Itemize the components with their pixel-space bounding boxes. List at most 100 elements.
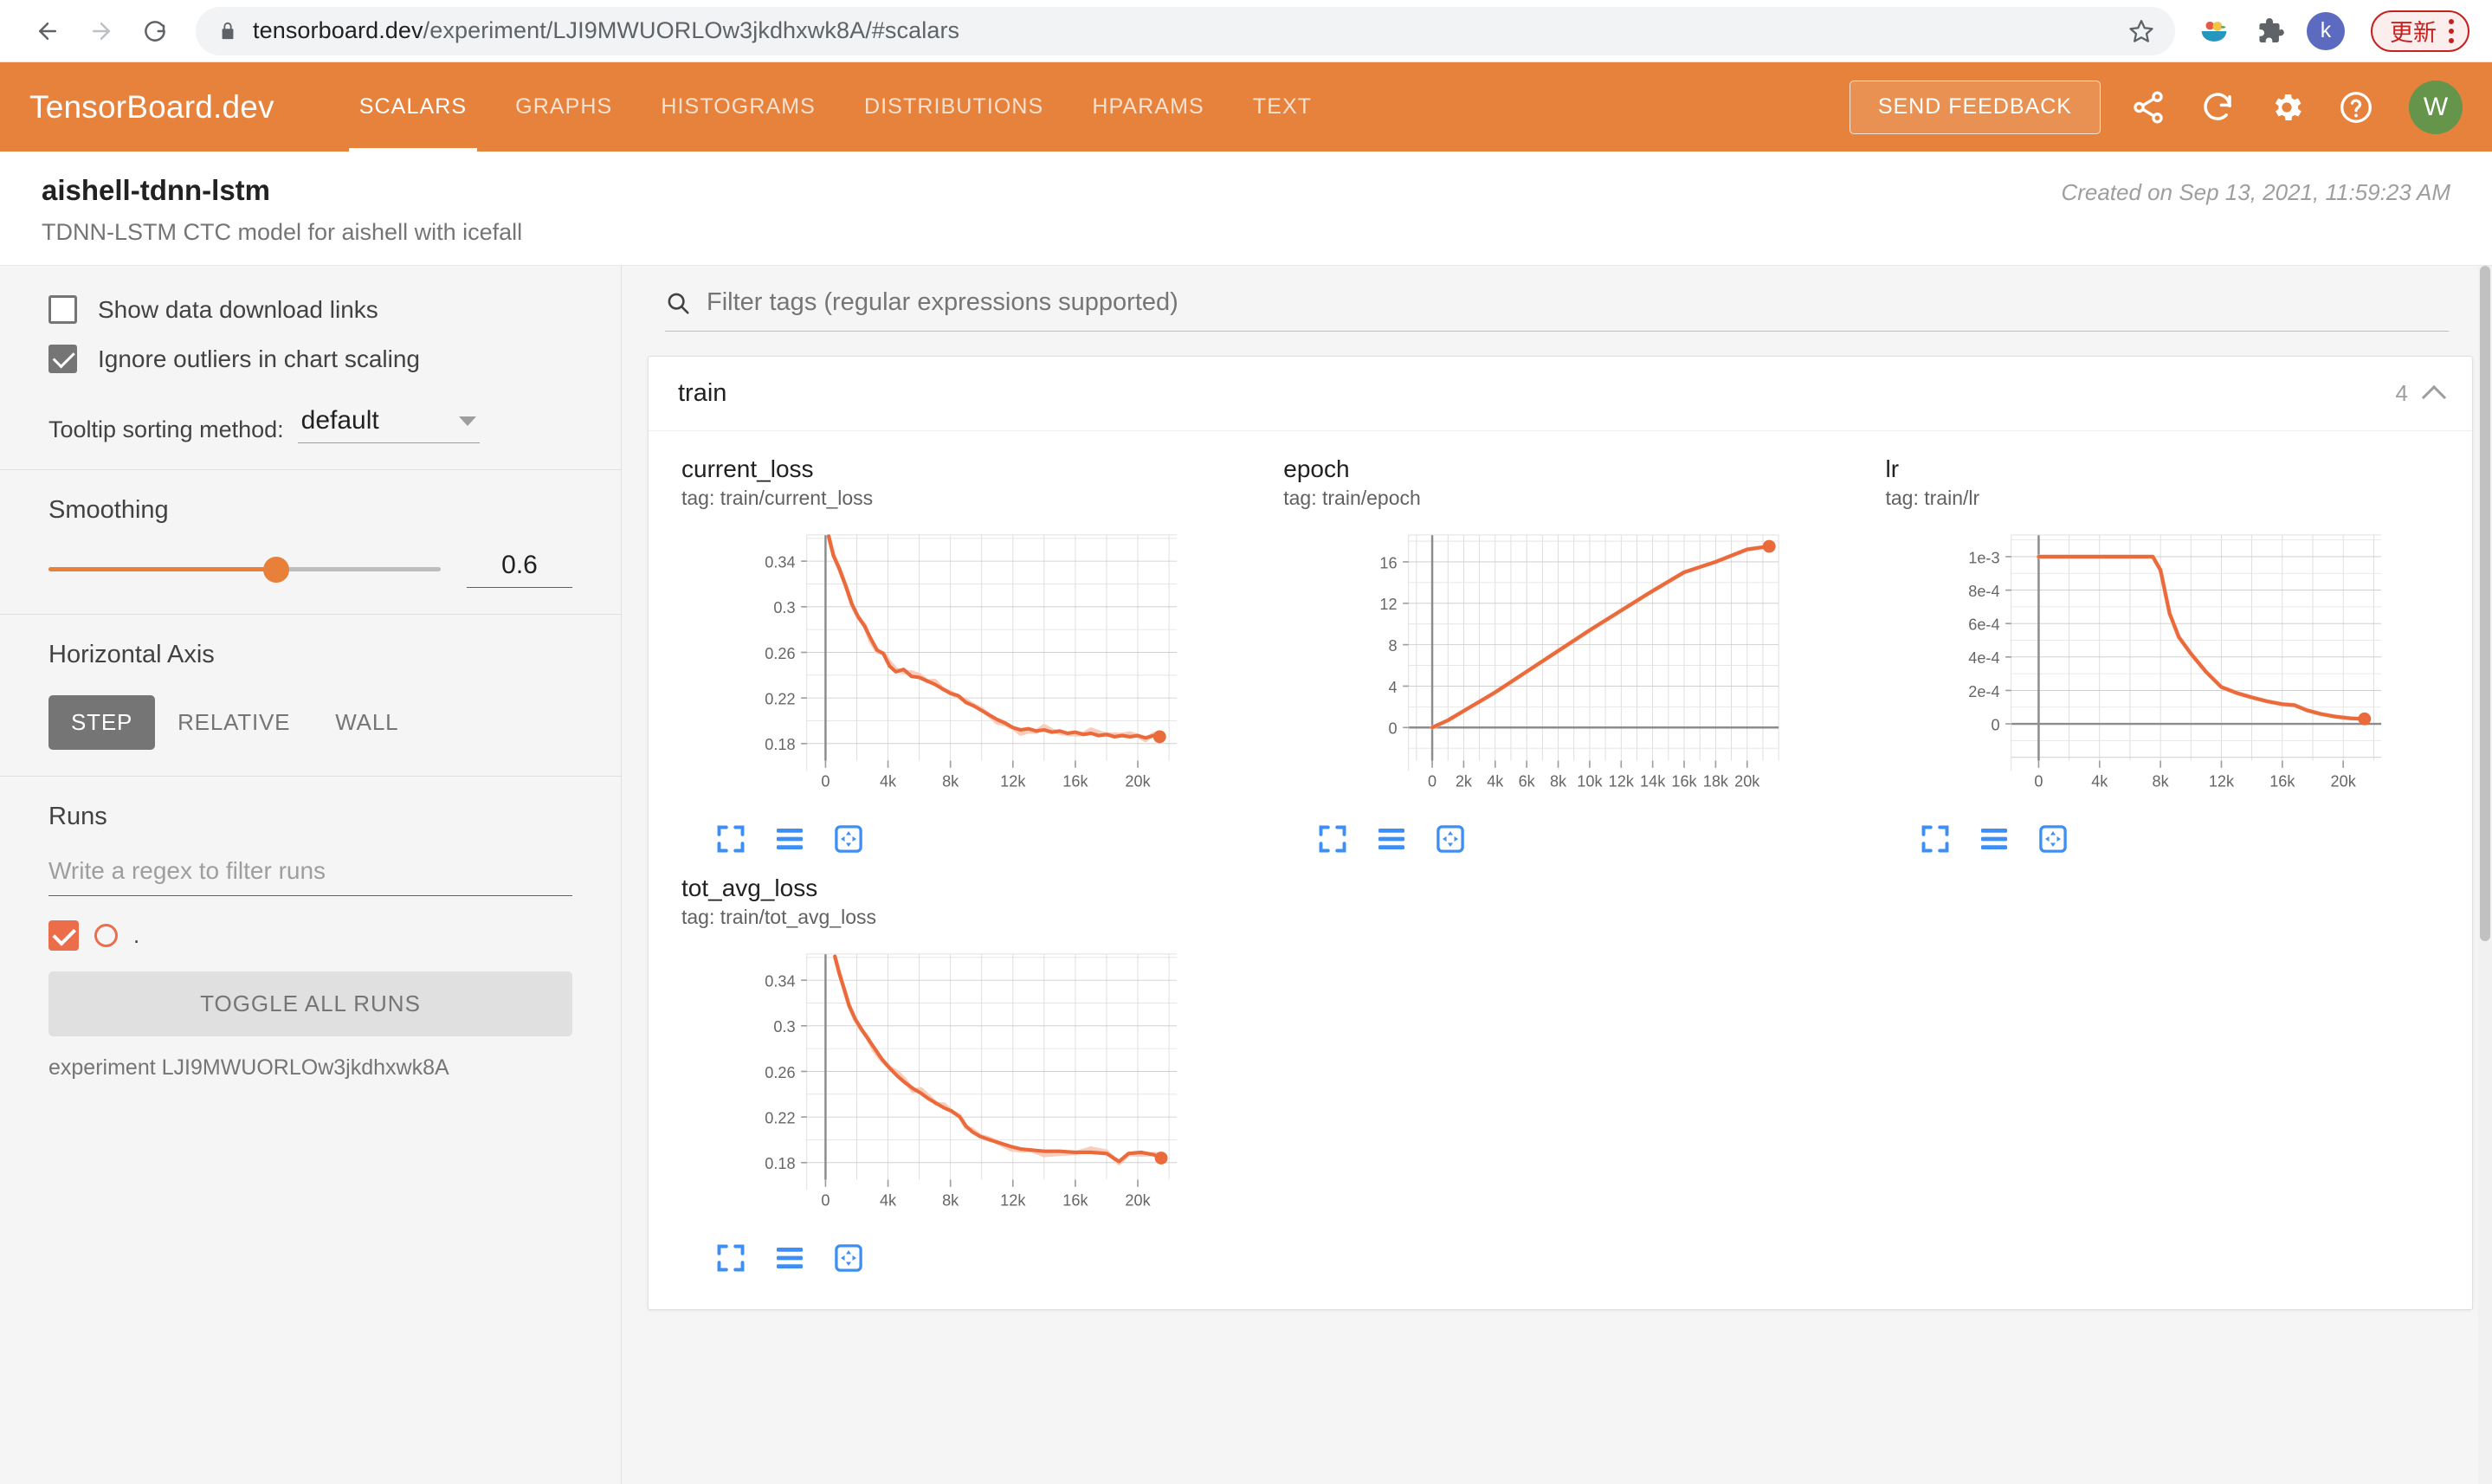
chart-card-tot_avg_loss: tot_avg_loss tag: train/tot_avg_loss 0.18 0… bbox=[657, 864, 1259, 1283]
horizontal-axis-heading: Horizontal Axis bbox=[48, 641, 215, 668]
svg-text:4k: 4k bbox=[1487, 772, 1504, 790]
run-list-item[interactable]: . bbox=[48, 920, 572, 951]
runs-filter-input[interactable]: Write a regex to filter runs bbox=[48, 857, 572, 896]
reload-icon[interactable] bbox=[130, 6, 180, 56]
tooltip-sorting-select[interactable]: default bbox=[297, 406, 480, 443]
update-button[interactable]: 更新 bbox=[2371, 10, 2469, 52]
chart-tag-label: tag: train/epoch bbox=[1283, 487, 1421, 509]
data-table-icon[interactable] bbox=[773, 823, 806, 855]
tag-group-header[interactable]: train 4 bbox=[649, 357, 2472, 431]
smoothing-value-input[interactable]: 0.6 bbox=[467, 551, 572, 588]
run-checkbox[interactable] bbox=[48, 920, 79, 951]
toggle-all-runs-button[interactable]: TOGGLE ALL RUNS bbox=[48, 971, 572, 1036]
tab-text[interactable]: TEXT bbox=[1252, 94, 1313, 119]
chart-plot[interactable]: 0.18 0.22 0.26 0.3 0.34 0 4k 8k 12k 16k 20k bbox=[681, 941, 1243, 1227]
chart-plot[interactable]: 0.18 0.22 0.26 0.3 0.34 0 4k 8k 12k 16k 20k bbox=[681, 522, 1243, 808]
svg-text:12k: 12k bbox=[1000, 1191, 1026, 1209]
chart-plot[interactable]: 0 2e-4 4e-4 6e-4 8e-4 1e-3 0 4k 8k 12k 16k 20k bbox=[1886, 522, 2448, 808]
scrollbar-thumb[interactable] bbox=[2480, 266, 2490, 941]
gear-icon[interactable] bbox=[2265, 86, 2308, 129]
show-download-links-label: Show data download links bbox=[98, 295, 378, 323]
forward-arrow-icon[interactable] bbox=[76, 6, 126, 56]
chart-title: epoch bbox=[1283, 455, 1350, 482]
puzzle-extension-icon[interactable] bbox=[2251, 13, 2288, 49]
pan-reset-icon[interactable] bbox=[2037, 823, 2069, 855]
svg-text:4k: 4k bbox=[2091, 772, 2108, 790]
chart-tag-label: tag: train/lr bbox=[1885, 487, 1980, 509]
fruit-bowl-extension-icon[interactable] bbox=[2196, 13, 2232, 49]
browser-menu-icon[interactable] bbox=[2449, 18, 2454, 43]
extension-icons: k 更新 bbox=[2187, 10, 2469, 52]
show-download-links-checkbox[interactable] bbox=[48, 295, 77, 324]
app-logo[interactable]: TensorBoard.dev bbox=[29, 88, 274, 125]
chart-actions bbox=[681, 1242, 1243, 1274]
svg-text:0.34: 0.34 bbox=[765, 973, 795, 990]
svg-text:12k: 12k bbox=[1000, 772, 1026, 790]
tooltip-sorting-row: Tooltip sorting method: default bbox=[48, 406, 572, 443]
pan-reset-icon[interactable] bbox=[1434, 823, 1467, 855]
data-table-icon[interactable] bbox=[773, 1242, 806, 1274]
fullscreen-icon[interactable] bbox=[1919, 823, 1952, 855]
user-avatar[interactable]: W bbox=[2409, 80, 2463, 134]
runs-heading: Runs bbox=[48, 803, 107, 830]
fullscreen-icon[interactable] bbox=[1316, 823, 1349, 855]
browser-profile-avatar[interactable]: k bbox=[2307, 11, 2345, 50]
svg-text:20k: 20k bbox=[1734, 772, 1760, 790]
svg-text:4k: 4k bbox=[880, 772, 897, 790]
svg-text:0: 0 bbox=[1428, 772, 1436, 790]
bookmark-star-icon[interactable] bbox=[2121, 11, 2161, 51]
svg-text:16: 16 bbox=[1380, 554, 1398, 571]
fullscreen-icon[interactable] bbox=[714, 1242, 747, 1274]
svg-text:0.34: 0.34 bbox=[765, 554, 795, 571]
sidebar-top-options: Show data download links Ignore outliers… bbox=[0, 295, 621, 443]
tag-group-title: train bbox=[678, 379, 727, 407]
tab-scalars[interactable]: SCALARS bbox=[335, 62, 491, 152]
axis-option-relative[interactable]: RELATIVE bbox=[178, 709, 291, 735]
charts-grid: current_loss tag: train/current_loss 0.18 0… bbox=[649, 431, 2472, 1309]
tag-filter-field[interactable]: Filter tags (regular expressions support… bbox=[665, 288, 2449, 332]
data-table-icon[interactable] bbox=[1978, 823, 2011, 855]
pan-reset-icon[interactable] bbox=[832, 1242, 865, 1274]
run-color-circle-icon bbox=[94, 924, 118, 947]
divider bbox=[0, 614, 621, 615]
axis-option-wall[interactable]: WALL bbox=[335, 709, 399, 735]
tab-hparams[interactable]: HPARAMS bbox=[1092, 94, 1204, 119]
svg-text:0: 0 bbox=[821, 772, 830, 790]
data-table-icon[interactable] bbox=[1375, 823, 1408, 855]
tab-distributions[interactable]: DISTRIBUTIONS bbox=[863, 94, 1044, 119]
send-feedback-button[interactable]: SEND FEEDBACK bbox=[1849, 80, 2101, 134]
pan-reset-icon[interactable] bbox=[832, 823, 865, 855]
experiment-header: aishell-tdnn-lstm TDNN-LSTM CTC model fo… bbox=[0, 152, 2492, 266]
smoothing-row: 0.6 bbox=[48, 551, 572, 588]
fullscreen-icon[interactable] bbox=[714, 823, 747, 855]
share-icon[interactable] bbox=[2127, 86, 2170, 129]
chart-plot[interactable]: 0 4 8 12 16 0 2k 4k 6k 8k 10k 12k 14k 16k 18k 20k bbox=[1283, 522, 1845, 808]
svg-text:0.26: 0.26 bbox=[765, 1064, 795, 1081]
chart-actions bbox=[1886, 823, 2448, 855]
horizontal-axis-section: Horizontal Axis STEP RELATIVE WALL bbox=[0, 641, 621, 750]
svg-text:16k: 16k bbox=[1062, 772, 1088, 790]
show-download-links-row[interactable]: Show data download links bbox=[48, 295, 572, 324]
chevron-up-icon[interactable] bbox=[2421, 384, 2447, 410]
tag-group-meta: 4 bbox=[2396, 380, 2447, 410]
svg-text:8k: 8k bbox=[1550, 772, 1567, 790]
smoothing-section: Smoothing 0.6 bbox=[0, 496, 621, 588]
update-label: 更新 bbox=[2390, 20, 2437, 46]
svg-text:18k: 18k bbox=[1703, 772, 1729, 790]
vertical-scrollbar[interactable] bbox=[2478, 266, 2492, 1484]
ignore-outliers-row[interactable]: Ignore outliers in chart scaling bbox=[48, 345, 572, 373]
chart-actions bbox=[1283, 823, 1845, 855]
smoothing-slider[interactable] bbox=[48, 556, 441, 583]
axis-option-step[interactable]: STEP bbox=[48, 695, 156, 750]
svg-text:8k: 8k bbox=[2152, 772, 2169, 790]
refresh-icon[interactable] bbox=[2196, 86, 2239, 129]
tab-histograms[interactable]: HISTOGRAMS bbox=[661, 94, 816, 119]
slider-knob[interactable] bbox=[262, 556, 289, 583]
back-arrow-icon[interactable] bbox=[23, 6, 73, 56]
svg-text:16k: 16k bbox=[2269, 772, 2295, 790]
address-bar[interactable]: tensorboard.dev/experiment/LJI9MWUORLOw3… bbox=[196, 6, 2175, 55]
help-icon[interactable] bbox=[2334, 86, 2378, 129]
chart-card-current_loss: current_loss tag: train/current_loss 0.18 0… bbox=[657, 445, 1259, 864]
tab-graphs[interactable]: GRAPHS bbox=[515, 94, 613, 119]
ignore-outliers-checkbox[interactable] bbox=[48, 345, 77, 373]
